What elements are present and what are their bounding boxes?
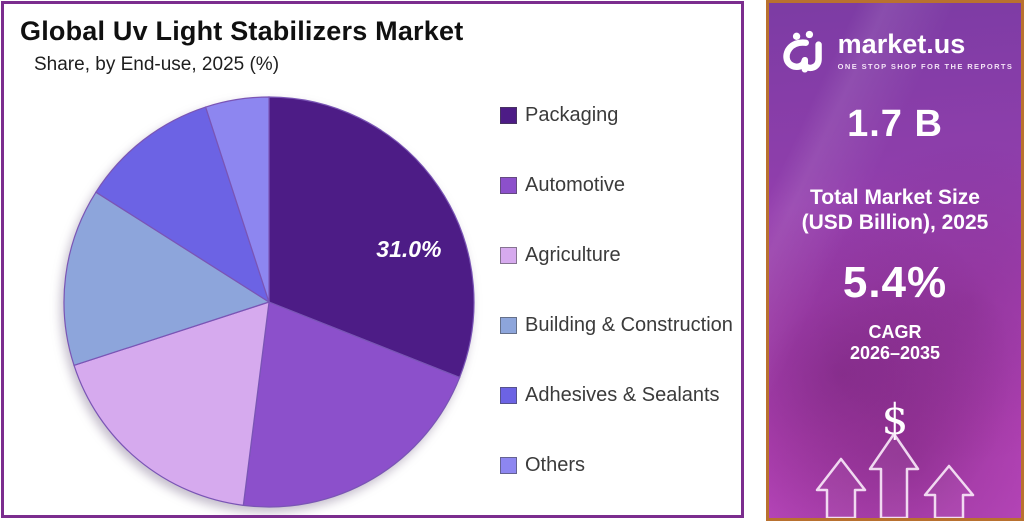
legend-label: Packaging bbox=[525, 103, 619, 126]
pie-slice-label: 31.0% bbox=[376, 236, 441, 262]
legend-label: Adhesives & Sealants bbox=[525, 383, 720, 406]
legend-item-building-construction: Building & Construction bbox=[500, 314, 733, 336]
legend-swatch bbox=[500, 106, 517, 124]
cagr-label: CAGR 2026–2035 bbox=[769, 322, 1021, 365]
cagr-label-line1: CAGR bbox=[868, 321, 922, 342]
pie-slice-automotive bbox=[242, 301, 461, 508]
brand-name: market.us bbox=[837, 29, 966, 59]
brand-sidebar: market.us ONE STOP SHOP FOR THE REPORTS … bbox=[766, 0, 1024, 521]
market-size-label: Total Market Size (USD Billion), 2025 bbox=[769, 186, 1021, 236]
legend-item-automotive: Automotive bbox=[500, 174, 733, 196]
market-size-label-line2: (USD Billion), 2025 bbox=[801, 210, 989, 234]
legend-swatch bbox=[500, 456, 517, 474]
brand-header: market.us ONE STOP SHOP FOR THE REPORTS bbox=[769, 29, 1021, 73]
legend-swatch bbox=[500, 316, 517, 334]
legend-label: Building & Construction bbox=[525, 313, 733, 336]
pie-data-labels: 31.0% bbox=[376, 236, 441, 262]
growth-arrow-left bbox=[815, 457, 867, 518]
pie-slice-packaging bbox=[268, 96, 475, 379]
pie-slice-adhesives-sealants bbox=[95, 106, 271, 304]
chart-panel: Global Uv Light Stabilizers Market Share… bbox=[1, 1, 744, 518]
cagr-value: 5.4% bbox=[842, 257, 948, 307]
page-title: Global Uv Light Stabilizers Market bbox=[20, 16, 464, 46]
legend-item-adhesives-sealants: Adhesives & Sealants bbox=[500, 384, 733, 406]
legend-label: Others bbox=[525, 453, 586, 476]
chart-legend: Packaging Automotive Agriculture Building &… bbox=[500, 104, 733, 521]
marketus-logo-icon bbox=[783, 30, 822, 73]
legend-swatch bbox=[500, 176, 517, 194]
legend-label: Automotive bbox=[525, 173, 626, 196]
growth-arrow-middle bbox=[868, 432, 920, 518]
legend-item-others: Others bbox=[500, 454, 733, 476]
legend-swatch bbox=[500, 246, 517, 264]
legend-item-packaging: Packaging bbox=[500, 104, 733, 126]
cagr-label-line2: 2026–2035 bbox=[849, 343, 941, 364]
legend-label: Agriculture bbox=[525, 243, 621, 266]
growth-arrows-icon bbox=[815, 432, 975, 518]
legend-swatch bbox=[500, 386, 517, 404]
pie-slice-agriculture bbox=[73, 301, 270, 507]
pie-slice-others bbox=[204, 96, 270, 303]
market-size-value: 1.7 B bbox=[847, 103, 943, 145]
legend-item-agriculture: Agriculture bbox=[500, 244, 733, 266]
growth-arrow-right bbox=[923, 464, 975, 518]
pie-slice-building-construction bbox=[63, 191, 271, 367]
page-subtitle: Share, by End-use, 2025 (%) bbox=[34, 54, 280, 75]
pie-chart: 31.0% bbox=[63, 96, 475, 508]
brand-text: market.us ONE STOP SHOP FOR THE REPORTS bbox=[837, 29, 1014, 72]
market-size-label-line1: Total Market Size bbox=[810, 186, 980, 209]
pie-slices bbox=[63, 96, 475, 508]
brand-tagline: ONE STOP SHOP FOR THE REPORTS bbox=[837, 62, 1014, 71]
